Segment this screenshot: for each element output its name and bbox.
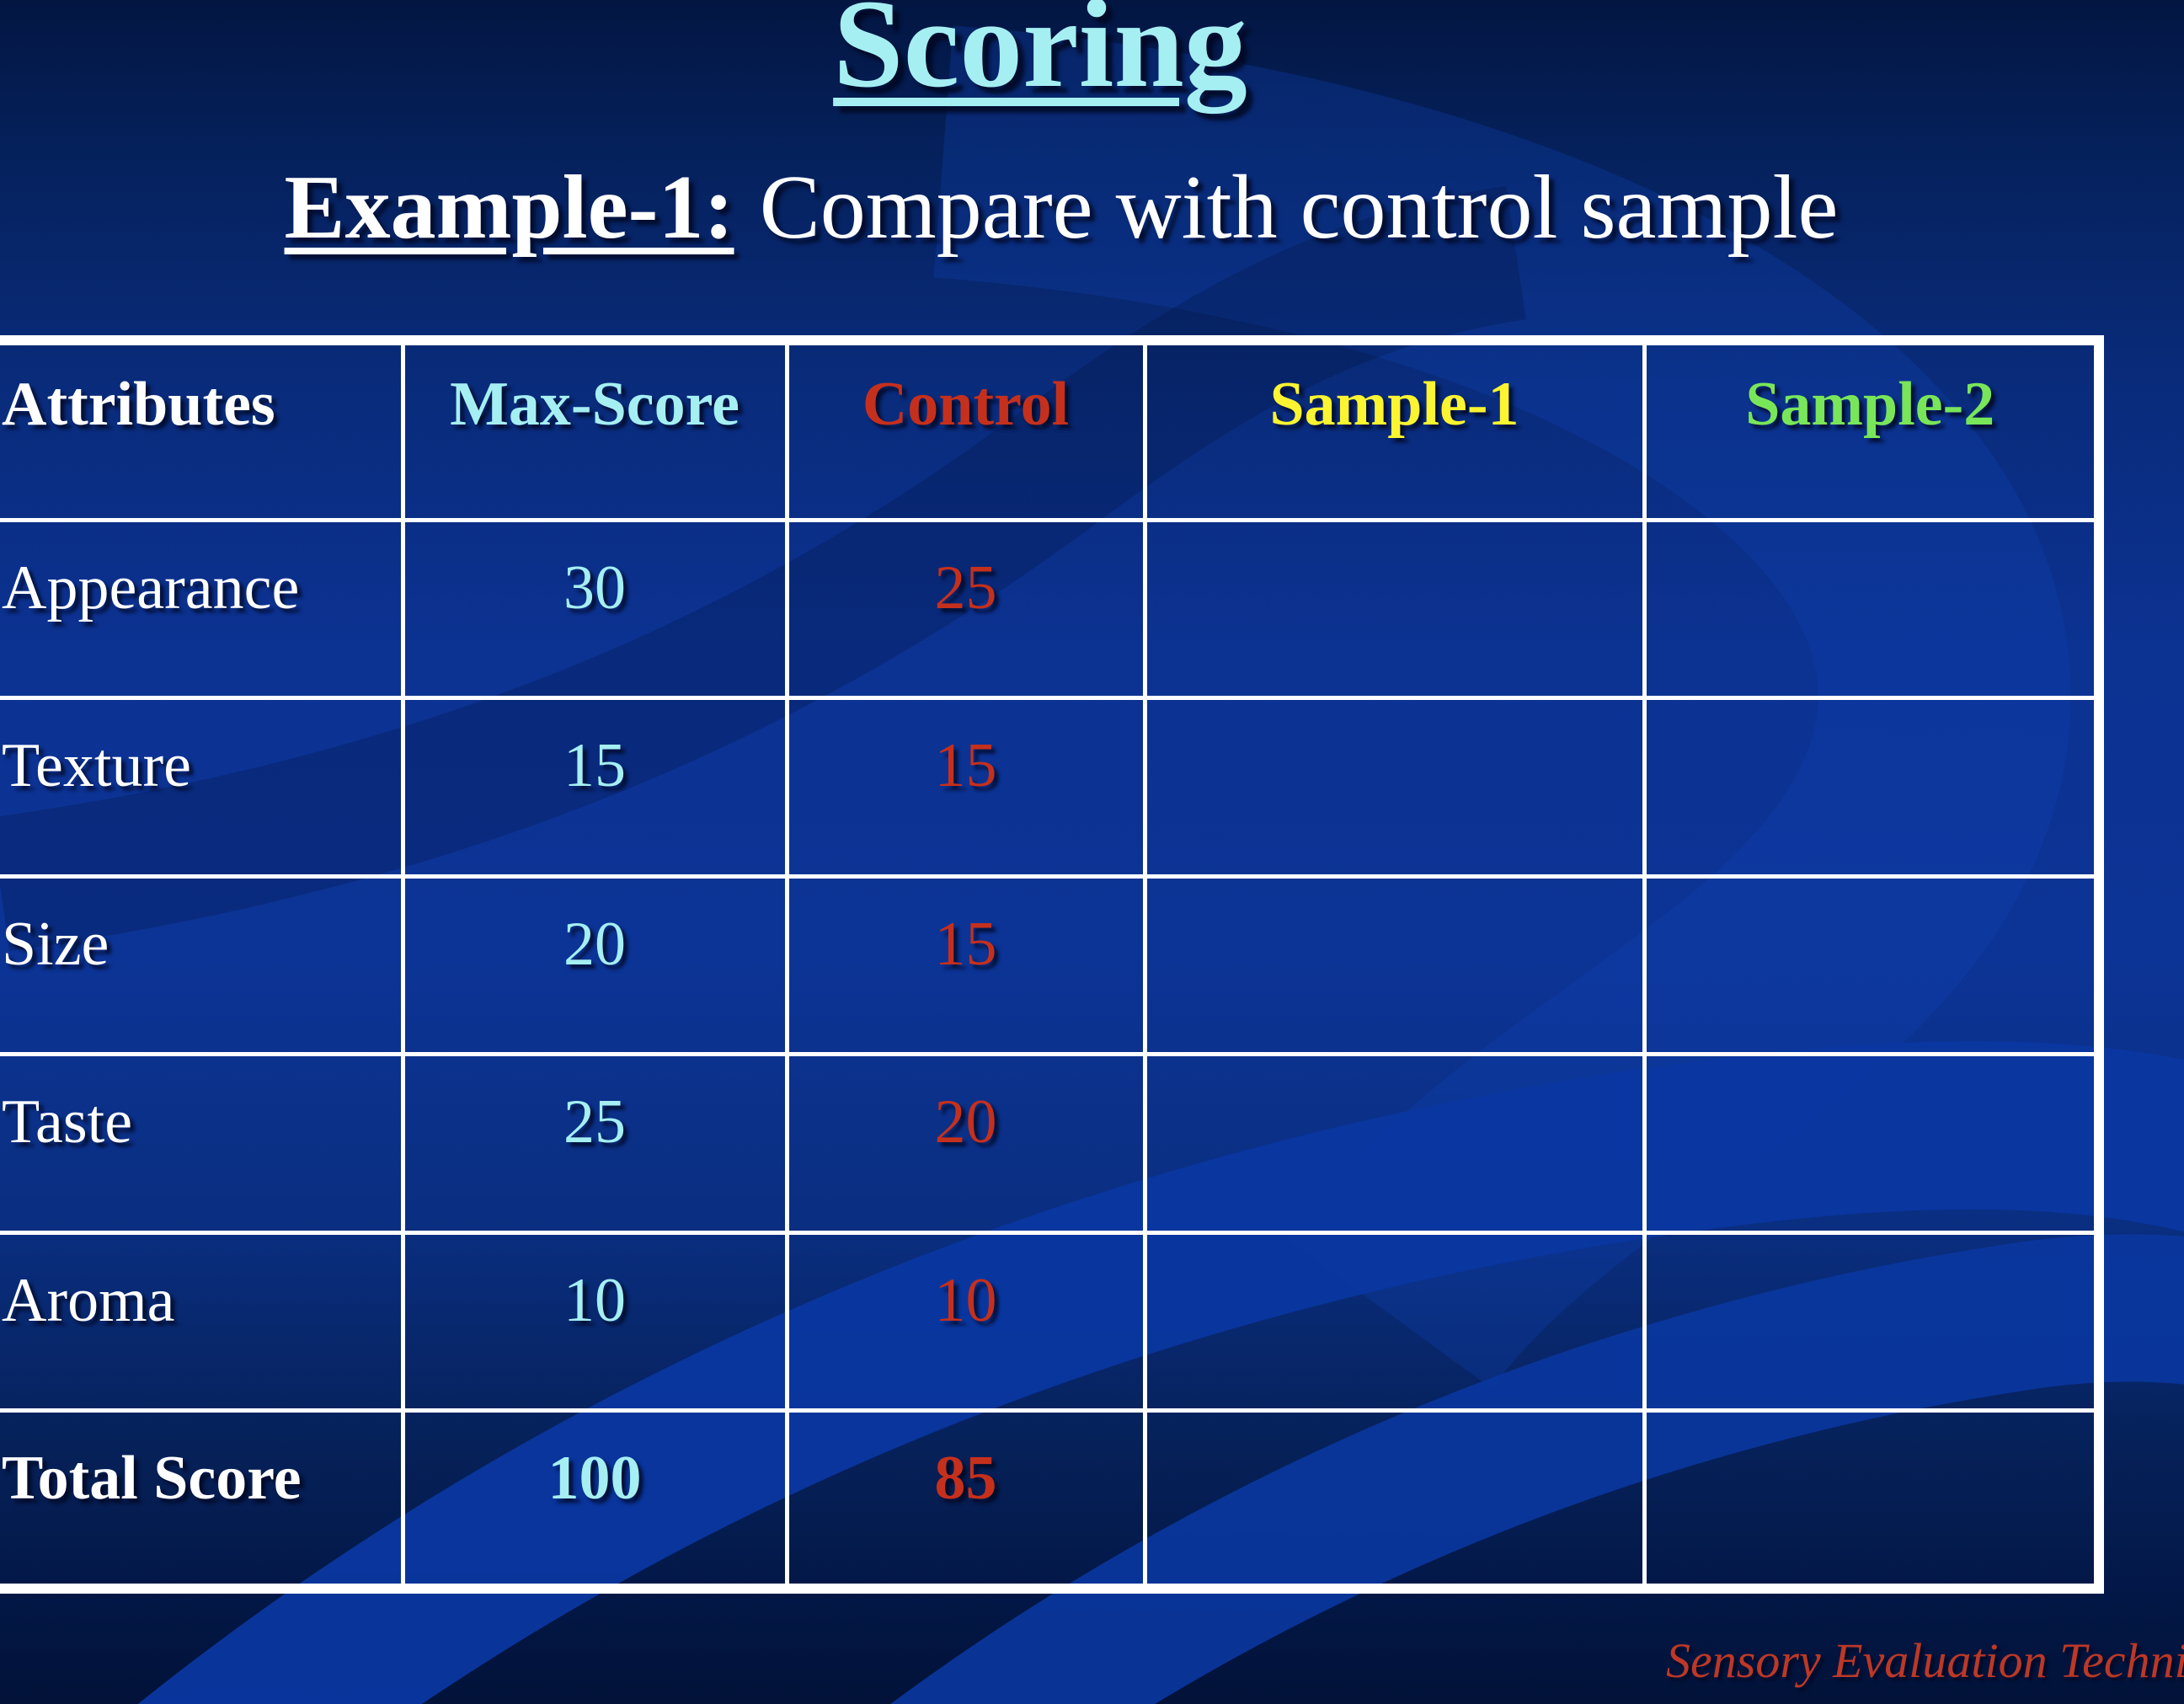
control-cell: 25 <box>784 517 1147 700</box>
sample-1-cell <box>1142 873 1647 1056</box>
sample-2-cell <box>1642 517 2101 700</box>
control-cell: 15 <box>784 873 1147 1056</box>
max-score-cell: 20 <box>400 873 789 1056</box>
max-score-cell: 25 <box>400 1052 789 1235</box>
attribute-cell: Texture <box>0 696 405 879</box>
sample-1-cell <box>1142 696 1647 879</box>
attribute-cell: Total Score <box>0 1408 405 1591</box>
control-cell: 10 <box>784 1230 1147 1413</box>
table-row: Size 20 15 <box>0 873 2101 1056</box>
sample-1-cell <box>1142 1230 1647 1413</box>
control-cell: 85 <box>784 1408 1147 1591</box>
sample-1-cell <box>1142 1052 1647 1235</box>
sample-2-cell <box>1642 696 2101 879</box>
sample-2-cell <box>1642 1230 2101 1413</box>
sample-2-cell <box>1642 1408 2101 1591</box>
table-row-total: Total Score 100 85 <box>0 1408 2101 1591</box>
attribute-cell: Aroma <box>0 1230 405 1413</box>
sample-2-cell <box>1642 873 2101 1056</box>
column-header-max-score: Max-Score <box>400 338 789 522</box>
max-score-cell: 15 <box>400 696 789 879</box>
attribute-cell: Appearance <box>0 517 405 700</box>
column-header-sample-1: Sample-1 <box>1142 338 1647 522</box>
table-row: Taste 25 20 <box>0 1052 2101 1235</box>
footer-watermark: Sensory Evaluation Techniq <box>1666 1633 2184 1688</box>
subtitle-text: Compare with control sample <box>759 158 1839 258</box>
column-header-sample-2: Sample-2 <box>1642 338 2101 522</box>
page-title: Scoring <box>833 0 1247 114</box>
control-cell: 20 <box>784 1052 1147 1235</box>
sample-2-cell <box>1642 1052 2101 1235</box>
subtitle: Example-1: Compare with control sample <box>0 158 2123 259</box>
table-header-row: Attributes Max-Score Control Sample-1 Sa… <box>0 338 2101 522</box>
max-score-cell: 30 <box>400 517 789 700</box>
subtitle-example-label: Example-1: <box>284 158 734 258</box>
max-score-cell: 100 <box>400 1408 789 1591</box>
table-row: Appearance 30 25 <box>0 517 2101 700</box>
attribute-cell: Size <box>0 873 405 1056</box>
table-row: Texture 15 15 <box>0 696 2101 879</box>
scoring-table: Attributes Max-Score Control Sample-1 Sa… <box>0 335 2104 1594</box>
sample-1-cell <box>1142 517 1647 700</box>
control-cell: 15 <box>784 696 1147 879</box>
table-row: Aroma 10 10 <box>0 1230 2101 1413</box>
column-header-control: Control <box>784 338 1147 522</box>
sample-1-cell <box>1142 1408 1647 1591</box>
max-score-cell: 10 <box>400 1230 789 1413</box>
column-header-attributes: Attributes <box>0 338 405 522</box>
attribute-cell: Taste <box>0 1052 405 1235</box>
